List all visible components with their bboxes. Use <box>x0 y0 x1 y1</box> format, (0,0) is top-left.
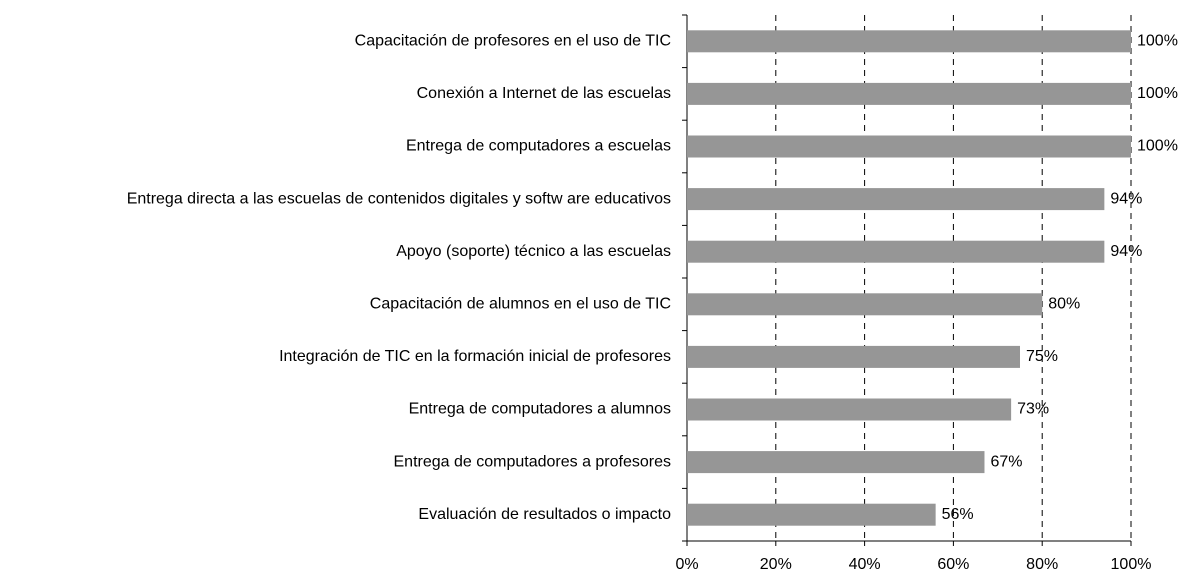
bar <box>687 503 936 526</box>
value-label: 100% <box>1137 85 1178 102</box>
x-tick-label: 20% <box>760 556 792 571</box>
value-label: 100% <box>1137 138 1178 155</box>
x-tick-label: 60% <box>937 556 969 571</box>
bar <box>687 240 1105 263</box>
x-tick-label: 80% <box>1026 556 1058 571</box>
bar <box>687 188 1105 211</box>
x-tick-label: 40% <box>849 556 881 571</box>
value-label: 94% <box>1110 190 1142 207</box>
category-label: Evaluación de resultados o impacto <box>418 506 671 523</box>
value-label: 80% <box>1048 296 1080 313</box>
value-label: 100% <box>1137 33 1178 50</box>
value-label: 56% <box>942 506 974 523</box>
bar <box>687 451 985 474</box>
x-tick-label: 0% <box>675 556 698 571</box>
bar <box>687 293 1043 316</box>
x-tick-label: 100% <box>1111 556 1152 571</box>
category-label: Capacitación de profesores en el uso de … <box>355 33 671 50</box>
value-label: 94% <box>1110 243 1142 260</box>
value-label: 67% <box>990 453 1022 470</box>
category-label: Entrega directa a las escuelas de conten… <box>127 190 671 207</box>
category-label: Capacitación de alumnos en el uso de TIC <box>370 296 671 313</box>
bar <box>687 135 1131 158</box>
bar <box>687 345 1020 368</box>
value-label: 75% <box>1026 348 1058 365</box>
category-label: Integración de TIC en la formación inici… <box>279 348 671 365</box>
value-label: 73% <box>1017 401 1049 418</box>
category-label: Entrega de computadores a alumnos <box>409 401 671 418</box>
bar <box>687 30 1131 53</box>
category-label: Apoyo (soporte) técnico a las escuelas <box>396 243 671 260</box>
category-label: Conexión a Internet de las escuelas <box>417 85 671 102</box>
bar <box>687 398 1012 421</box>
bar <box>687 82 1131 105</box>
category-label: Entrega de computadores a escuelas <box>406 138 671 155</box>
category-label: Entrega de computadores a profesores <box>394 453 672 470</box>
